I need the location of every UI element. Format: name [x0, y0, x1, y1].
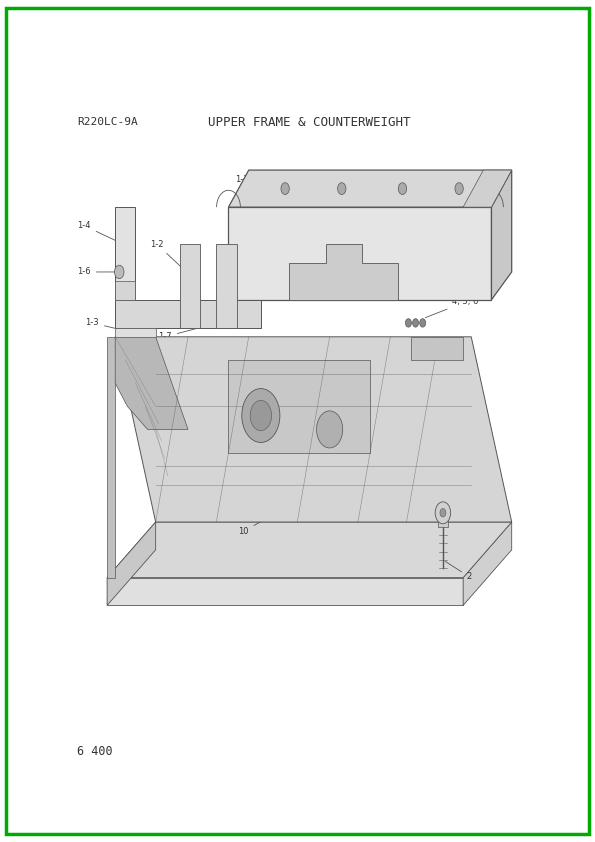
Polygon shape	[289, 244, 399, 300]
Polygon shape	[463, 522, 512, 605]
Polygon shape	[115, 281, 136, 300]
Text: 1-6: 1-6	[77, 268, 117, 276]
Polygon shape	[228, 207, 491, 300]
Circle shape	[435, 502, 450, 524]
Polygon shape	[228, 170, 512, 207]
Circle shape	[250, 400, 271, 430]
Circle shape	[398, 183, 406, 195]
Text: 1-9: 1-9	[268, 268, 327, 276]
Text: 2: 2	[445, 562, 472, 581]
Circle shape	[114, 265, 124, 279]
Text: 1-2: 1-2	[151, 240, 194, 280]
Text: 1-4: 1-4	[77, 221, 121, 243]
Polygon shape	[107, 337, 115, 578]
Circle shape	[281, 183, 289, 195]
Text: R220LC-9A: R220LC-9A	[77, 117, 138, 127]
Polygon shape	[107, 578, 463, 605]
Text: 6 400: 6 400	[77, 744, 113, 758]
Text: 3: 3	[445, 483, 472, 511]
Polygon shape	[107, 522, 156, 605]
Polygon shape	[463, 170, 512, 207]
Polygon shape	[411, 337, 463, 360]
Circle shape	[317, 411, 343, 448]
Polygon shape	[115, 337, 512, 522]
Circle shape	[455, 183, 464, 195]
Polygon shape	[180, 244, 200, 328]
Text: UPPER FRAME & COUNTERWEIGHT: UPPER FRAME & COUNTERWEIGHT	[208, 115, 411, 129]
Text: 10: 10	[238, 514, 275, 536]
Text: 4, 5, 6: 4, 5, 6	[425, 297, 479, 317]
Polygon shape	[115, 337, 188, 429]
Polygon shape	[107, 522, 512, 578]
Polygon shape	[217, 244, 237, 328]
Text: 1-8: 1-8	[114, 309, 145, 318]
Polygon shape	[115, 328, 156, 337]
Circle shape	[440, 509, 446, 517]
Circle shape	[242, 388, 280, 443]
Polygon shape	[228, 360, 370, 453]
Text: 1-1: 1-1	[235, 175, 339, 197]
Circle shape	[412, 318, 418, 328]
Polygon shape	[437, 516, 448, 527]
Circle shape	[405, 318, 411, 328]
Polygon shape	[115, 207, 136, 328]
Text: 1-5: 1-5	[239, 253, 283, 267]
Circle shape	[337, 183, 346, 195]
Circle shape	[419, 318, 425, 328]
Polygon shape	[115, 300, 261, 328]
Text: 1-7: 1-7	[158, 328, 198, 341]
Polygon shape	[491, 170, 512, 300]
Text: 1-3: 1-3	[86, 318, 129, 332]
